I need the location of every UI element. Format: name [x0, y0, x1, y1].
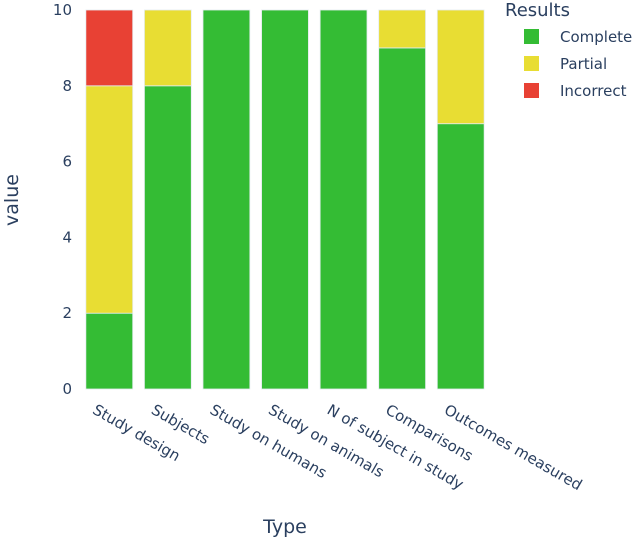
legend-item-complete[interactable]: Complete [560, 28, 632, 46]
y-axis-ticks: 0 2 4 6 8 10 [53, 1, 72, 398]
bar-segment-complete [261, 9, 309, 390]
legend-item-partial[interactable]: Partial [560, 55, 607, 73]
bar-segment-partial [436, 9, 485, 125]
legend: Results Complete Partial Incorrect [505, 0, 632, 100]
bars-group [85, 9, 485, 390]
legend-swatch-complete [524, 29, 539, 44]
legend-title: Results [505, 0, 570, 21]
y-tick-label: 6 [62, 153, 72, 171]
y-tick-label: 8 [62, 77, 72, 95]
bar-segment-complete [319, 9, 368, 390]
x-axis-title: Type [262, 516, 307, 538]
bar-segment-partial [378, 9, 426, 49]
legend-item-incorrect[interactable]: Incorrect [560, 82, 627, 100]
bar-segment-complete [85, 312, 134, 390]
legend-swatch-incorrect [524, 83, 539, 98]
legend-swatch-partial [524, 56, 539, 71]
bar-segment-complete [144, 85, 192, 390]
bar-segment-complete [202, 9, 251, 390]
bar-segment-partial [144, 9, 192, 87]
y-tick-label: 0 [62, 380, 72, 398]
bar-segment-complete [436, 123, 485, 390]
y-tick-label: 2 [62, 304, 72, 322]
y-tick-label: 4 [62, 228, 72, 246]
bar-segment-incorrect [85, 9, 134, 87]
bar-segment-partial [85, 85, 134, 314]
y-tick-label: 10 [53, 1, 72, 19]
y-axis-title: value [1, 174, 23, 226]
bar-segment-complete [378, 47, 426, 390]
